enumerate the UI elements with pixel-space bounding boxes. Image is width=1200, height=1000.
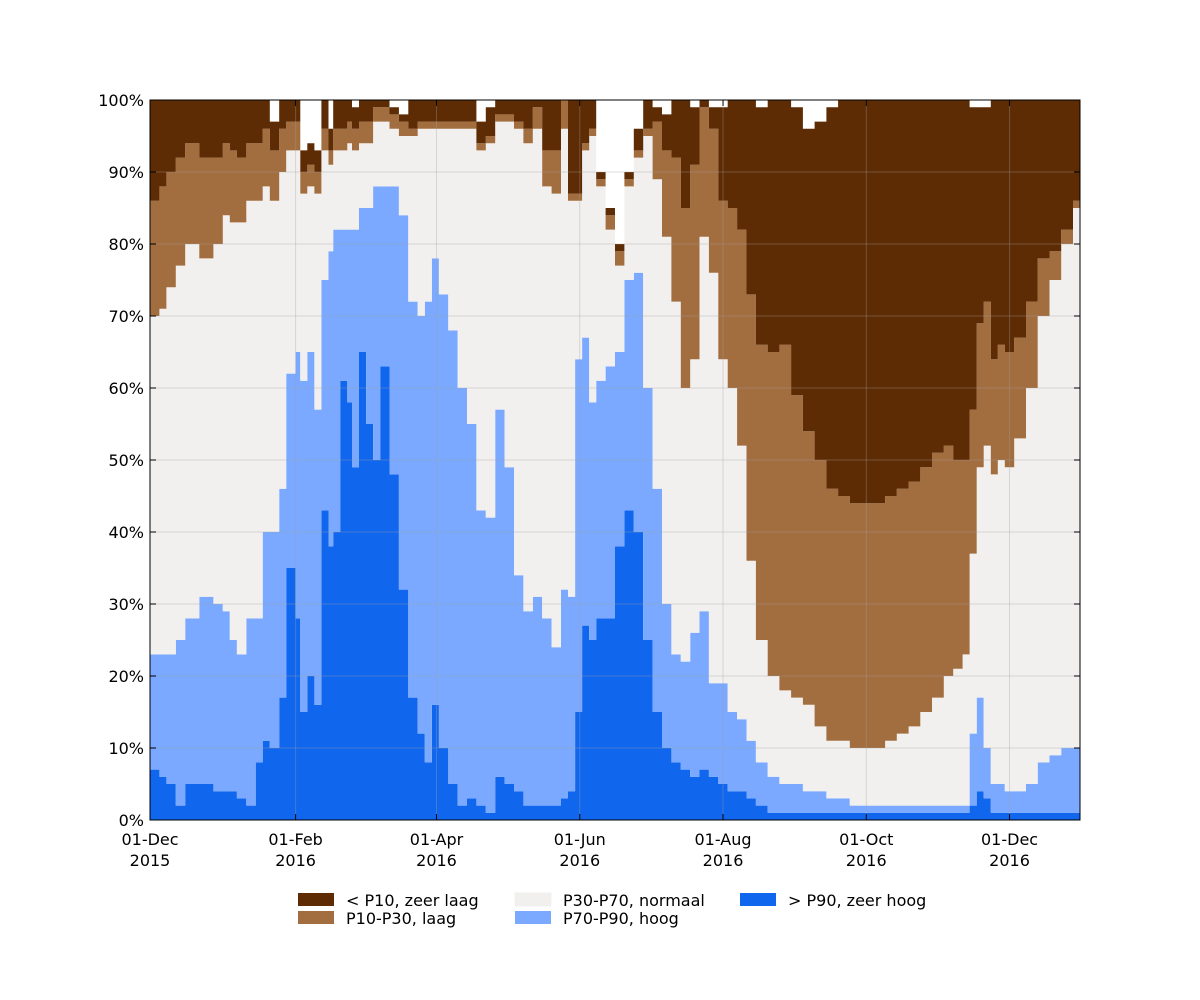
legend-label: P10-P30, laag [346, 909, 456, 928]
y-tick-label: 20% [108, 667, 144, 686]
y-tick-label: 100% [98, 91, 144, 110]
y-tick-label: 30% [108, 595, 144, 614]
x-tick-year-label: 2016 [846, 851, 887, 870]
y-tick-label: 90% [108, 163, 144, 182]
x-tick-label: 01-Apr [410, 830, 464, 849]
x-axis: 01-Dec 2015 01-Feb 2016 01-Apr 2016 01-Jun 2016… [121, 100, 1038, 870]
x-tick-year-label: 2016 [703, 851, 744, 870]
x-tick-label: 01-Oct [839, 830, 893, 849]
x-tick-label: 01-Aug [695, 830, 752, 849]
legend-swatch [298, 911, 334, 924]
areas-layer [150, 100, 1080, 820]
y-tick-label: 80% [108, 235, 144, 254]
legend-label: P70-P90, hoog [563, 909, 679, 928]
x-tick-label: 01-Feb [268, 830, 322, 849]
x-tick-year-label: 2015 [130, 851, 171, 870]
x-tick-label: 01-Jun [554, 830, 606, 849]
legend-label: > P90, zeer hoog [788, 891, 926, 910]
y-tick-label: 60% [108, 379, 144, 398]
x-tick-label: 01-Dec [981, 830, 1038, 849]
area-p10-zeer-laag [150, 100, 1080, 504]
legend-swatch [740, 893, 776, 906]
legend-label: < P10, zeer laag [346, 891, 479, 910]
x-tick-label: 01-Dec [121, 830, 178, 849]
x-tick-year-label: 2016 [559, 851, 600, 870]
legend-swatch [298, 893, 334, 906]
y-tick-label: 0% [119, 811, 144, 830]
legend-swatch [515, 911, 551, 924]
x-tick-year-label: 2016 [416, 851, 457, 870]
area-p70-p90-hoog [150, 186, 1080, 813]
y-tick-label: 70% [108, 307, 144, 326]
legend-label: P30-P70, normaal [563, 891, 705, 910]
x-tick-year-label: 2016 [989, 851, 1030, 870]
y-tick-label: 10% [108, 739, 144, 758]
x-tick-year-label: 2016 [275, 851, 316, 870]
y-tick-label: 40% [108, 523, 144, 542]
legend-swatch [514, 892, 552, 907]
area-p10-p30-laag [150, 100, 1080, 748]
y-tick-label: 50% [108, 451, 144, 470]
y-axis: 0% 10% 20% 30% 40% 50% 60% 70% 80% 90% 100% [98, 91, 1080, 830]
